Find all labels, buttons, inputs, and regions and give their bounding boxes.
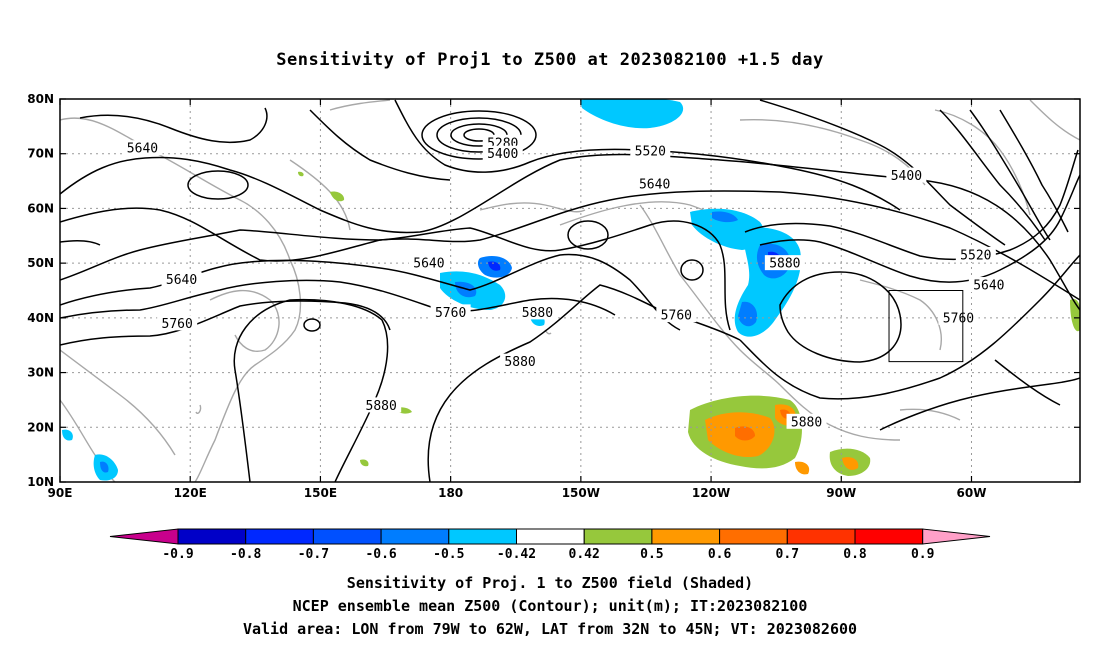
lon-tick-label: 120E — [174, 486, 207, 500]
lat-tick-label: 80N — [27, 92, 54, 106]
contour-label-bg — [500, 353, 541, 369]
contour-label-bg — [482, 145, 523, 161]
contour-label: 5640 — [166, 273, 197, 288]
contour-label: 5760 — [661, 309, 692, 324]
contour-label: 5880 — [504, 355, 535, 370]
colorbar-label: 0.5 — [640, 547, 663, 562]
contour-label-bg — [630, 142, 671, 158]
lat-tick-label: 60N — [27, 201, 54, 215]
contour-label: 5640 — [413, 257, 444, 272]
contour-label-bg — [361, 397, 402, 413]
colorbar-label: -0.42 — [497, 547, 536, 562]
colorbar-swatch — [719, 528, 788, 545]
lat-tick-label: 10N — [27, 475, 54, 489]
colorbar-label: 0.7 — [776, 547, 799, 562]
lon-tick-label: 120W — [692, 486, 730, 500]
contour-label-bg — [938, 309, 979, 325]
contour-label: 5400 — [487, 147, 518, 162]
colorbar-label: -0.6 — [365, 547, 396, 562]
caption-line-3: Valid area: LON from 79W to 62W, LAT fro… — [242, 620, 858, 638]
contour-label: 5640 — [973, 279, 1004, 294]
contour-label-bg — [968, 277, 1009, 293]
map-frame — [59, 98, 1081, 483]
lat-tick-label: 30N — [27, 366, 54, 380]
lon-tick-label: 180 — [438, 486, 463, 500]
contour-label-bg — [764, 255, 805, 271]
lat-tick-label: 20N — [27, 420, 54, 434]
lat-tick-label: 40N — [27, 311, 54, 325]
colorbar-low-arrow — [109, 528, 179, 545]
contour-label-bg — [955, 246, 996, 262]
colorbar: -0.9 -0.8 -0.7 -0.6 -0.5 -0.42 0.42 0.5 0.6 0.7 0.… — [109, 528, 991, 562]
contour-label: 5400 — [891, 169, 922, 184]
contour-label-bg — [157, 315, 198, 331]
contour-label: 5760 — [435, 306, 466, 321]
contour-label: 5880 — [522, 306, 553, 321]
contour-label: 5880 — [769, 257, 800, 272]
colorbar-swatch — [177, 528, 247, 545]
colorbar-label: 0.42 — [569, 547, 600, 562]
lat-tick-label: 50N — [27, 256, 54, 270]
colorbar-label: -0.7 — [298, 547, 329, 562]
contour-label-bg — [122, 140, 163, 156]
colorbar-swatch — [380, 528, 450, 545]
valid-area-box — [888, 290, 964, 363]
map-title: Sensitivity of Proj1 to Z500 at 20230821… — [276, 50, 824, 70]
colorbar-swatch — [245, 528, 314, 545]
axis-ticks: 90E 120E 150E 180 150W 120W 90W 60W 80N 70N 60N 50N… — [27, 92, 1080, 500]
contour-label: 5760 — [162, 317, 193, 332]
contour-label-bg — [886, 167, 927, 183]
contour-label-bg — [430, 304, 471, 320]
sensitivity-shading — [62, 99, 1080, 481]
contour-label-bg — [786, 413, 827, 429]
contour-label-bg — [517, 304, 558, 320]
lon-tick-label: 90W — [826, 486, 856, 500]
contour-label: 5640 — [127, 142, 158, 157]
lon-tick-label: 150E — [304, 486, 337, 500]
colorbar-label: -0.8 — [230, 547, 261, 562]
lat-tick-label: 70N — [27, 147, 54, 161]
colorbar-swatch — [312, 528, 382, 545]
colorbar-label: 0.8 — [843, 547, 867, 562]
contour-label-bg — [161, 271, 202, 287]
caption-line-2: NCEP ensemble mean Z500 (Contour); unit(… — [292, 597, 808, 615]
contour-label: 5760 — [943, 311, 974, 326]
colorbar-swatch — [448, 528, 517, 545]
colorbar-high-arrow — [922, 528, 991, 545]
coastlines — [60, 99, 1080, 482]
z500-contours — [60, 99, 1080, 482]
colorbar-label: 0.6 — [708, 547, 732, 562]
contour-label: 5880 — [366, 399, 397, 414]
caption-line-1: Sensitivity of Proj. 1 to Z500 field (Sh… — [346, 574, 754, 592]
lon-tick-label: 150W — [562, 486, 600, 500]
colorbar-swatch — [583, 528, 653, 545]
colorbar-label: -0.5 — [433, 547, 464, 562]
contour-label-bg — [656, 307, 697, 323]
lon-tick-label: 60W — [957, 486, 987, 500]
colorbar-swatch — [651, 528, 721, 545]
contour-label-bg — [408, 255, 449, 271]
colorbar-swatch — [854, 528, 924, 545]
contour-label: 5520 — [960, 248, 991, 263]
contour-label: 5640 — [639, 177, 670, 192]
colorbar-swatch — [516, 528, 585, 545]
colorbar-label: -0.9 — [162, 547, 193, 562]
lon-tick-label: 90E — [48, 486, 73, 500]
contour-label: 5520 — [635, 144, 666, 159]
colorbar-label: 0.9 — [911, 547, 934, 562]
contour-label: 5880 — [791, 415, 822, 430]
colorbar-swatch — [786, 528, 856, 545]
contour-label-bg — [634, 175, 675, 191]
gridlines — [60, 99, 1080, 482]
